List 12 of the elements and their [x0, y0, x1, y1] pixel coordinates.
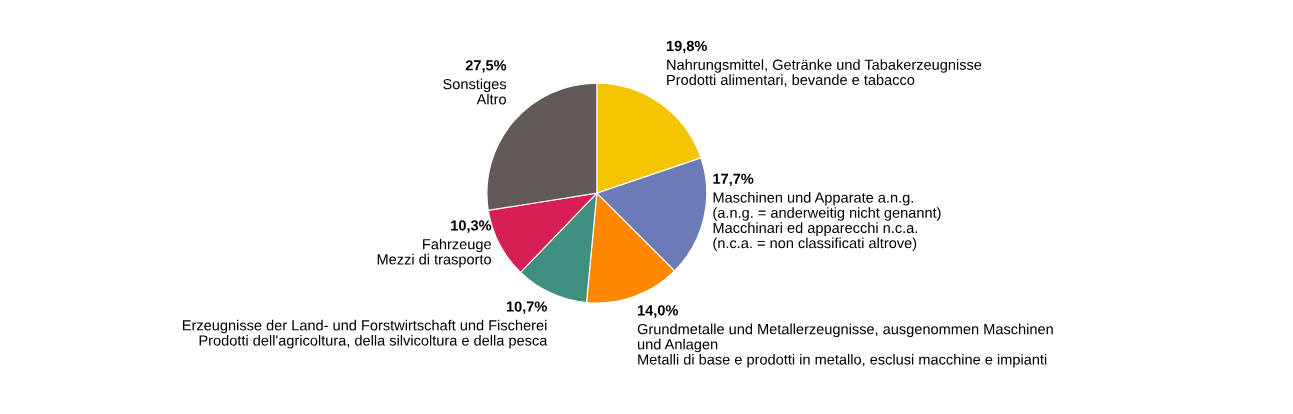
- slice-label: Grundmetalle und Metallerzeugnisse, ausgenommen Maschinen und Anlagen Metalli di base e prodotti in metallo, esclusi macchine e impianti: [637, 323, 1053, 368]
- slice-label: Nahrungsmittel, Getränke und Tabakerzeugnisse Prodotti alimentari, bevande e tabacco: [667, 59, 982, 87]
- data-label: 27,5%: [465, 60, 507, 73]
- data-label: 10,7%: [506, 301, 547, 314]
- data-label: 14,0%: [637, 305, 679, 318]
- data-label: 19,8%: [666, 40, 707, 54]
- slice-label: Fahrzeuge Mezzi di trasporto: [377, 238, 491, 268]
- slice-label: Maschinen und Apparate a.n.g. (a.n.g. = anderweitig nicht genannt) Macchinari ed apparecchi n.c.a. (n.c.a. = non classificati altrove): [713, 191, 941, 252]
- slice-label: Sonstiges Altro: [443, 78, 507, 105]
- data-label: 17,7%: [713, 173, 754, 187]
- slice-label: Erzeugnisse der Land- und Forstwirtschaft und Fischerei Prodotti dell'agricoltura, della silvicoltura e della pesca: [182, 319, 548, 349]
- data-label: 10,3%: [451, 220, 492, 233]
